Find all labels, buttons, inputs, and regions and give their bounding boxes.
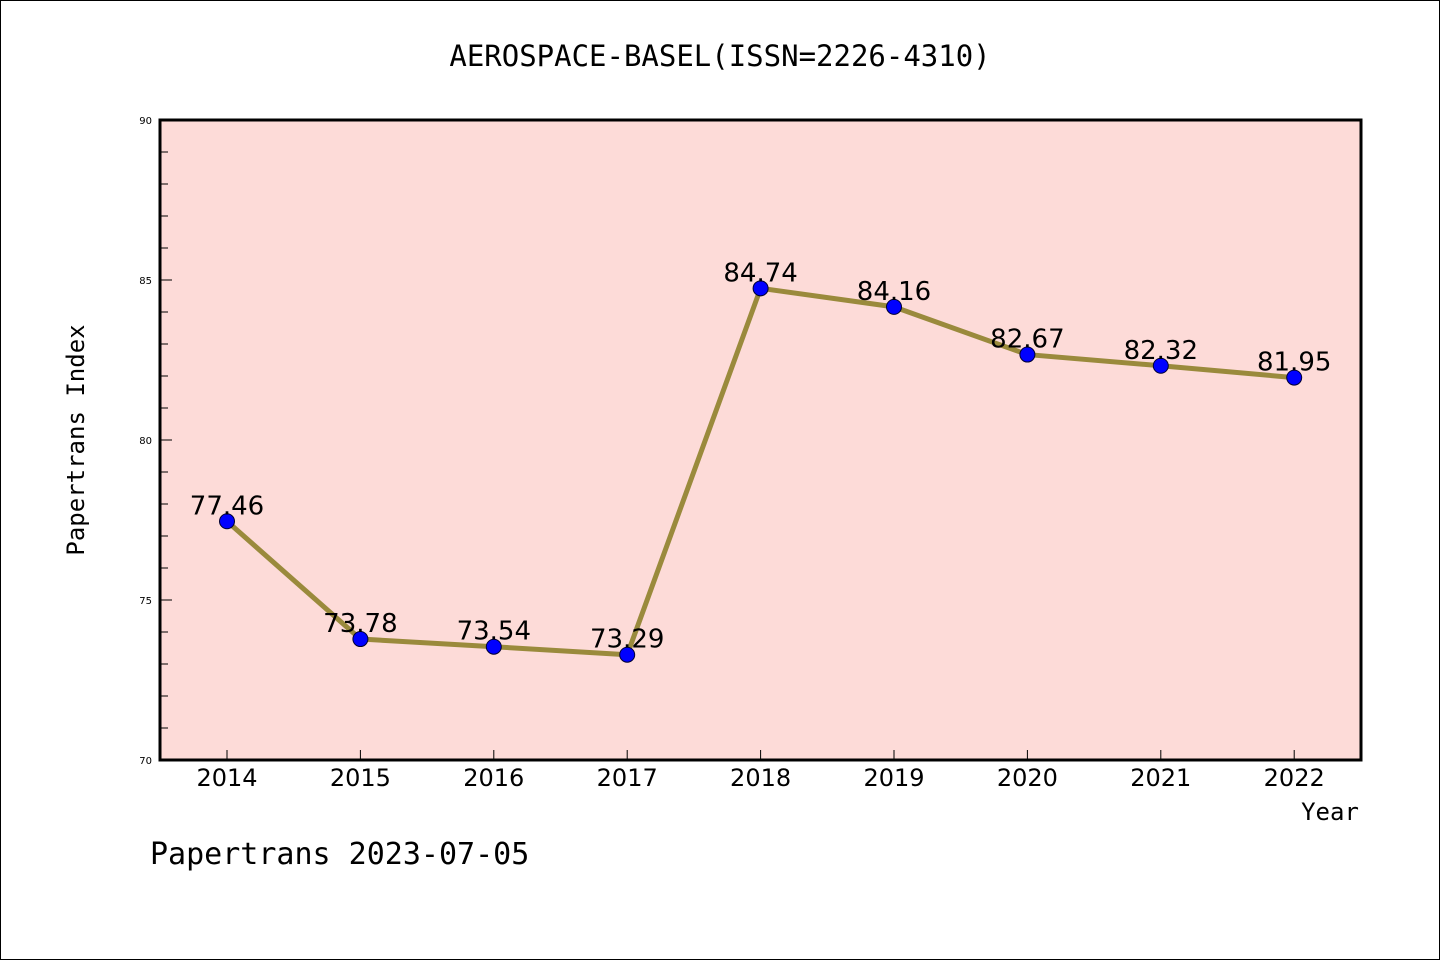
footer-text: Papertrans 2023-07-05 (150, 837, 529, 872)
x-tick-label: 2022 (1264, 764, 1325, 792)
data-point (1286, 369, 1303, 386)
series-markers (219, 280, 1303, 663)
x-axis: 2014 2015 2016 2017 2018 2019 2020 2021 2022 (196, 750, 1325, 792)
data-label: 82.67 (990, 325, 1064, 355)
data-label: 84.74 (723, 258, 797, 288)
y-tick-label: 75 (139, 596, 152, 607)
data-point (619, 646, 636, 663)
x-tick-label: 2015 (330, 764, 391, 792)
y-axis: 70 75 80 85 90 (139, 116, 172, 767)
data-label: 73.29 (590, 625, 664, 655)
x-tick-label: 2020 (997, 764, 1058, 792)
plot-area (158, 118, 1363, 762)
y-tick-label: 70 (139, 756, 152, 767)
data-point (1019, 346, 1036, 363)
data-point (1152, 357, 1169, 374)
data-point (752, 280, 769, 297)
x-tick-label: 2017 (597, 764, 658, 792)
data-labels: 77.46 73.78 73.54 73.29 84.74 84.16 82.67 82.32… (190, 258, 1332, 654)
y-tick-label: 90 (139, 116, 152, 127)
data-label: 73.54 (457, 617, 531, 647)
y-tick-label: 85 (139, 276, 152, 287)
x-tick-label: 2019 (863, 764, 924, 792)
y-tick-label: 80 (139, 436, 152, 447)
data-label: 81.95 (1257, 348, 1331, 378)
chart-title: AEROSPACE-BASEL(ISSN=2226-4310) (449, 39, 990, 73)
data-point (485, 638, 502, 655)
data-point (886, 298, 902, 315)
x-tick-label: 2014 (196, 764, 257, 792)
x-tick-label: 2018 (730, 764, 791, 792)
data-label: 82.32 (1124, 336, 1198, 366)
data-label: 77.46 (190, 491, 264, 521)
data-point (352, 631, 369, 648)
x-tick-label: 2021 (1130, 764, 1191, 792)
x-tick-label: 2016 (463, 764, 524, 792)
y-axis-title: Papertrans Index (62, 324, 90, 555)
data-label: 73.78 (323, 609, 397, 639)
data-point (219, 513, 235, 530)
data-label: 84.16 (857, 277, 931, 307)
x-axis-title: Year (1301, 798, 1359, 826)
